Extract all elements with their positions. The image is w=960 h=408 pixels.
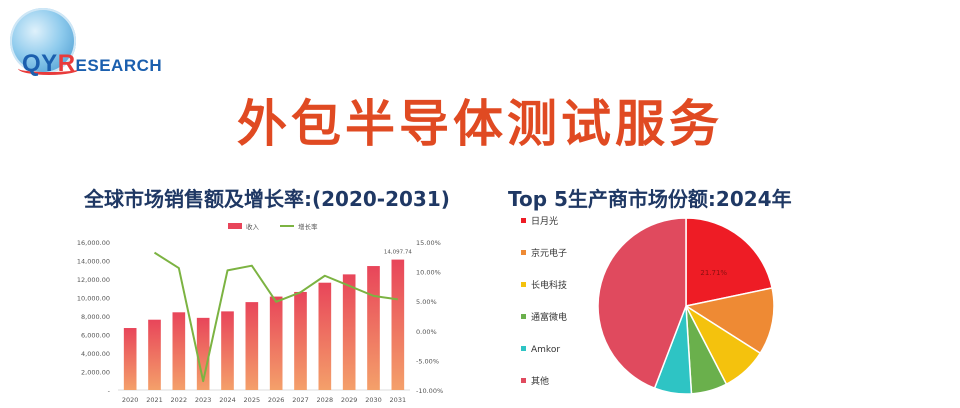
page-title: 外包半导体测试服务: [237, 95, 723, 153]
x-tick-label: 2022: [171, 396, 188, 404]
right-y-tick-label: 0.00%: [416, 328, 437, 336]
pie-legend-swatch: [521, 250, 526, 255]
left-y-tick-label: 16,000.00: [77, 239, 110, 247]
revenue-bar: [391, 259, 405, 390]
revenue-growth-chart: 收入 增长率 - 2,000.00 4,000.00 6,000.00 8,000.00 1…: [77, 222, 443, 404]
growth-rate-line: [153, 251, 398, 383]
pie-chart-title: Top 5生产商市场份额:2024年: [508, 187, 792, 211]
revenue-bar: [342, 274, 356, 390]
left-y-tick-label: 2,000.00: [81, 369, 110, 377]
x-tick-label: 2021: [146, 396, 163, 404]
left-y-tick-label: 6,000.00: [81, 332, 110, 340]
left-y-tick-label: 8,000.00: [81, 313, 110, 321]
left-y-tick-label: -: [108, 387, 111, 395]
revenue-bar: [318, 282, 332, 390]
x-tick-label: 2030: [365, 396, 382, 404]
pie-legend-label: 京元电子: [531, 247, 567, 259]
pie-legend-label: 其他: [531, 375, 549, 387]
left-y-tick-label: 14,000.00: [77, 258, 110, 266]
pie-legend-swatch: [521, 314, 526, 319]
legend-revenue-swatch: [228, 223, 242, 229]
qyresearch-logo: QYRESEARCH: [8, 4, 168, 84]
revenue-bar: [245, 302, 259, 390]
left-y-tick-label: 10,000.00: [77, 295, 110, 303]
left-y-tick-label: 4,000.00: [81, 350, 110, 358]
x-tick-label: 2031: [390, 396, 407, 404]
pie-slice: [685, 217, 774, 307]
x-tick-label: 2028: [317, 396, 334, 404]
x-tick-label: 2020: [122, 396, 139, 404]
legend-revenue-label: 收入: [246, 222, 260, 231]
x-tick-label: 2024: [219, 396, 236, 404]
right-y-tick-label: -5.00%: [416, 357, 439, 365]
revenue-bar: [221, 311, 234, 390]
pie-legend-label: 日月光: [531, 215, 558, 227]
pie-legend-label: 通富微电: [531, 311, 567, 323]
pie-legend-swatch: [521, 218, 526, 223]
pie-legend-swatch: [521, 378, 526, 383]
pie-slice: [597, 217, 687, 390]
revenue-bar: [367, 266, 380, 390]
pie-legend-swatch: [521, 346, 526, 351]
pie-legend-label: Amkor: [531, 345, 560, 355]
revenue-bar: [269, 296, 283, 390]
right-y-tick-label: 10.00%: [416, 269, 441, 277]
revenue-bar: [196, 317, 210, 390]
revenue-bar: [123, 328, 137, 390]
pie-legend-label: 长电科技: [531, 279, 567, 291]
bar-chart-title: 全球市场销售额及增长率:(2020-2031): [84, 187, 450, 211]
right-y-tick-label: 15.00%: [416, 239, 441, 247]
x-tick-label: 2026: [268, 396, 285, 404]
x-tick-label: 2029: [341, 396, 358, 404]
right-y-tick-label: -10.00%: [416, 387, 443, 395]
revenue-bar: [148, 319, 161, 390]
revenue-bar: [172, 312, 186, 390]
right-y-tick-label: 5.00%: [416, 298, 437, 306]
pie-slice: [684, 287, 775, 355]
logo-text: QYRESEARCH: [22, 50, 163, 77]
logo-swoosh: [18, 62, 80, 75]
pie-legend-swatch: [521, 282, 526, 287]
x-tick-label: 2025: [244, 396, 261, 404]
bar-data-label: 14,097.74: [384, 250, 412, 256]
left-y-tick-label: 12,000.00: [77, 276, 110, 284]
legend-growth-label: 增长率: [298, 222, 318, 231]
pie-slice-label: 21.71%: [700, 269, 727, 277]
revenue-bar: [294, 291, 307, 390]
x-tick-label: 2023: [195, 396, 212, 404]
x-tick-label: 2027: [292, 396, 309, 404]
